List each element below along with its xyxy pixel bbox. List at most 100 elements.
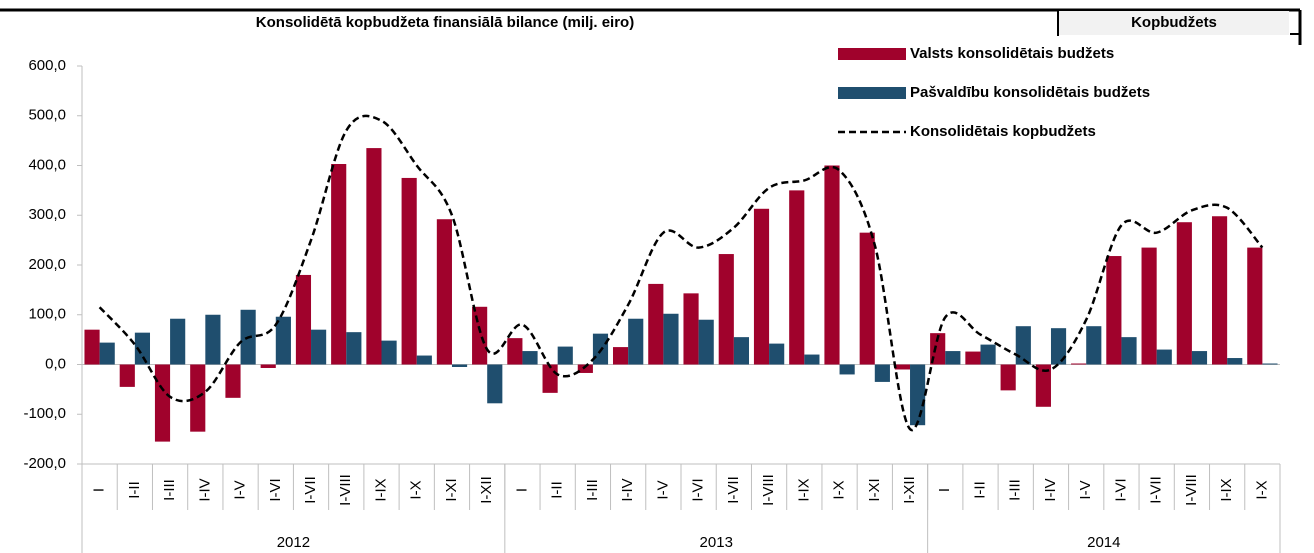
bar: [260, 364, 276, 368]
bar: [648, 283, 664, 365]
bar: [1247, 247, 1263, 365]
y-tick-label: 0,0: [45, 355, 66, 372]
bar: [1000, 364, 1016, 391]
bar: [824, 165, 840, 365]
x-tick-label: I-X: [408, 480, 425, 499]
bar: [557, 346, 573, 365]
line: [98, 114, 1264, 432]
legend-label: Valsts konsolidētais budžets: [910, 45, 1114, 62]
bar: [1211, 216, 1228, 365]
x-tick-label: I-III: [1007, 479, 1024, 501]
y-tick-label: 100,0: [28, 306, 66, 323]
group-label: 2013: [700, 534, 733, 551]
bar: [295, 274, 312, 365]
bar: [1121, 337, 1137, 365]
bar: [311, 329, 327, 365]
bar: [84, 329, 100, 365]
bar: [683, 293, 699, 365]
bar: [472, 306, 488, 365]
bar: [1141, 247, 1157, 365]
x-tick-label: I-VIII: [760, 474, 777, 506]
bar: [753, 208, 770, 365]
bar: [99, 342, 115, 365]
bar: [416, 355, 432, 365]
bar: [522, 351, 538, 365]
x-tick-label: I-VII: [1148, 476, 1165, 504]
bar: [451, 364, 468, 367]
bar: [965, 351, 981, 365]
x-tick-label: I-IX: [372, 478, 389, 501]
x-tick-label: I: [936, 488, 953, 492]
bar: [275, 316, 291, 365]
y-tick-label: 300,0: [28, 206, 66, 223]
x-tick-label: I-VIII: [1183, 474, 1200, 506]
x-tick-label: I-IV: [196, 478, 213, 501]
x-tick-label: I-XII: [478, 476, 495, 504]
x-tick-label: I-X: [1253, 480, 1270, 499]
bar: [1227, 358, 1243, 365]
x-tick-label: I-IX: [1218, 478, 1235, 501]
bar: [119, 364, 135, 387]
bar: [507, 338, 523, 365]
bar: [436, 219, 452, 365]
x-tick-label: I-IX: [795, 478, 812, 501]
bar: [346, 332, 362, 365]
bar: [718, 254, 734, 365]
bar: [381, 340, 397, 365]
bar: [1262, 363, 1278, 365]
x-tick-label: I-II: [549, 481, 566, 499]
x-tick-label: I-XII: [901, 476, 918, 504]
bar: [205, 314, 221, 365]
bar: [1106, 256, 1122, 365]
tab-box: [1059, 11, 1289, 35]
bar: [859, 232, 875, 365]
bar: [894, 364, 911, 370]
bar: [839, 364, 855, 375]
x-tick-label: I-V: [232, 480, 249, 499]
x-tick-label: I-III: [161, 479, 178, 501]
y-tick-label: -200,0: [23, 455, 66, 472]
x-tick-label: I-VII: [725, 476, 742, 504]
x-tick-label: I-VI: [690, 478, 707, 501]
x-tick-label: I-VI: [267, 478, 284, 501]
bar: [980, 344, 996, 365]
bar: [331, 164, 347, 365]
y-tick-label: -100,0: [23, 405, 66, 422]
x-tick-label: I-VIII: [337, 474, 354, 506]
x-tick-label: I: [513, 488, 530, 492]
x-tick-label: I-X: [831, 480, 848, 499]
x-tick-label: I-XI: [443, 478, 460, 501]
bar: [945, 351, 961, 365]
x-tick-label: I-IV: [1042, 478, 1059, 501]
x-tick-label: I-XI: [866, 478, 883, 501]
bar: [487, 364, 503, 404]
x-tick-label: I: [91, 488, 108, 492]
bar: [733, 337, 750, 365]
bar: [401, 177, 417, 365]
bar: [170, 318, 186, 365]
legend-label: Pašvaldību konsolidētais budžets: [910, 84, 1150, 101]
bar: [1191, 351, 1208, 365]
legend-swatch: [838, 87, 906, 99]
tab-label: Kopbudžets: [1131, 14, 1217, 31]
y-tick-label: 400,0: [28, 156, 66, 173]
chart-title: Konsolidētā kopbudžeta finansiālā bilanc…: [256, 14, 634, 31]
x-tick-label: I-II: [971, 481, 988, 499]
bar: [1050, 328, 1067, 365]
bar: [1156, 349, 1172, 365]
bar: [1086, 326, 1102, 365]
bar: [612, 347, 629, 365]
bar: [789, 190, 805, 365]
bar: [134, 332, 151, 365]
x-tick-label: I-III: [584, 479, 601, 501]
bar: [154, 364, 171, 442]
bar: [225, 364, 241, 398]
group-label: 2012: [277, 534, 310, 551]
y-tick-label: 500,0: [28, 107, 66, 124]
bar: [804, 354, 820, 365]
bar: [1071, 363, 1087, 365]
group-label: 2014: [1087, 534, 1120, 551]
x-tick-label: I-VI: [1112, 478, 1129, 501]
bar: [366, 148, 382, 365]
bar: [1015, 326, 1031, 365]
